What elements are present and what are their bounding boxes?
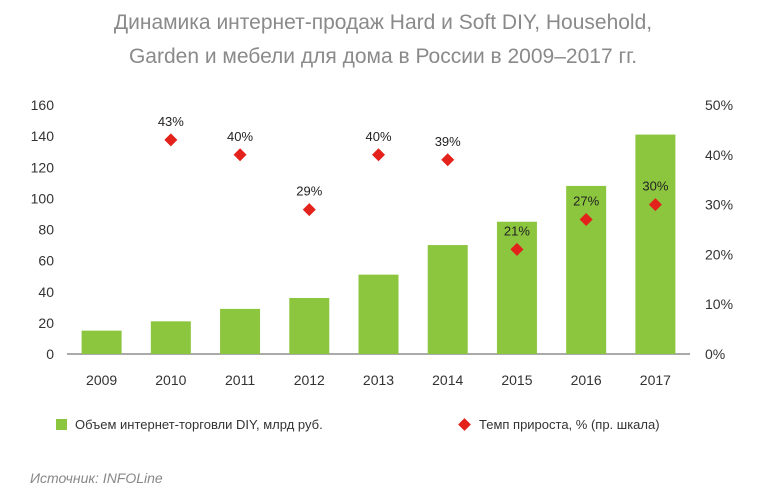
x-tick-label: 2014 bbox=[432, 372, 463, 388]
bar bbox=[289, 297, 330, 354]
growth-marker bbox=[233, 148, 247, 162]
bar bbox=[358, 274, 399, 354]
y-left-tick-label: 20 bbox=[38, 315, 54, 331]
y-left-tick-label: 140 bbox=[31, 128, 55, 144]
growth-data-label: 40% bbox=[227, 129, 253, 144]
y-right-tick-label: 40% bbox=[705, 147, 733, 163]
growth-marker bbox=[164, 133, 178, 147]
x-tick-label: 2015 bbox=[501, 372, 532, 388]
chart-plot: 0 20 40 60 80 100 120 140 160 0% 10% 20% 30% 40% 50% 20… bbox=[31, 97, 733, 388]
y-right-tick-label: 20% bbox=[705, 246, 733, 262]
growth-data-label: 27% bbox=[573, 194, 599, 209]
y-right-tick-label: 0% bbox=[705, 346, 725, 362]
bar bbox=[635, 134, 676, 354]
legend-swatch-bar bbox=[56, 419, 67, 430]
x-tick-label: 2013 bbox=[363, 372, 394, 388]
growth-data-label: 43% bbox=[158, 114, 184, 129]
x-tick-label: 2009 bbox=[86, 372, 117, 388]
growth-marker bbox=[441, 153, 455, 167]
growth-marker bbox=[648, 198, 662, 212]
bar bbox=[150, 321, 191, 354]
source-note: Источник: INFOLine bbox=[30, 470, 163, 486]
growth-marker bbox=[372, 148, 385, 162]
y-left-tick-label: 80 bbox=[38, 222, 54, 238]
growth-marker bbox=[510, 242, 524, 256]
chart-title-line2: Garden и мебели для дома в России в 2009… bbox=[128, 45, 638, 68]
y-left-tick-label: 100 bbox=[31, 190, 55, 206]
y-left-tick-label: 160 bbox=[31, 97, 55, 113]
bar bbox=[566, 185, 607, 354]
chart-title-line1: Динамика интернет-продаж Hard и Soft DIY… bbox=[113, 11, 653, 34]
bar bbox=[220, 308, 261, 354]
x-tick-label: 2012 bbox=[294, 372, 325, 388]
growth-marker bbox=[302, 203, 316, 217]
x-tick-label: 2017 bbox=[640, 372, 671, 388]
growth-data-label: 39% bbox=[435, 134, 461, 149]
growth-data-label: 29% bbox=[296, 184, 322, 199]
growth-marker bbox=[579, 213, 593, 227]
growth-data-label: 30% bbox=[642, 179, 668, 194]
x-tick-label: 2010 bbox=[155, 372, 186, 388]
x-tick-label: 2016 bbox=[571, 372, 602, 388]
legend-swatch-marker bbox=[458, 418, 471, 431]
bar bbox=[81, 330, 122, 354]
legend-item-bars: Объем интернет-торговли DIY, млрд руб. bbox=[56, 417, 323, 432]
bar bbox=[427, 245, 468, 354]
y-left-tick-label: 40 bbox=[38, 284, 54, 300]
y-right-tick-label: 50% bbox=[705, 97, 733, 113]
legend-item-markers: Темп прироста, % (пр. шкала) bbox=[458, 417, 660, 432]
legend-label-bars: Объем интернет-торговли DIY, млрд руб. bbox=[75, 417, 323, 432]
legend-label-markers: Темп прироста, % (пр. шкала) bbox=[479, 417, 660, 432]
y-left-tick-label: 120 bbox=[31, 159, 55, 175]
growth-data-label: 21% bbox=[504, 223, 530, 238]
growth-data-label: 40% bbox=[365, 129, 391, 144]
y-right-tick-label: 10% bbox=[705, 296, 733, 312]
bar bbox=[496, 221, 537, 354]
y-left-tick-label: 60 bbox=[38, 253, 54, 269]
y-left-tick-label: 0 bbox=[46, 346, 54, 362]
x-tick-label: 2011 bbox=[225, 372, 255, 388]
y-right-tick-label: 30% bbox=[705, 197, 733, 213]
